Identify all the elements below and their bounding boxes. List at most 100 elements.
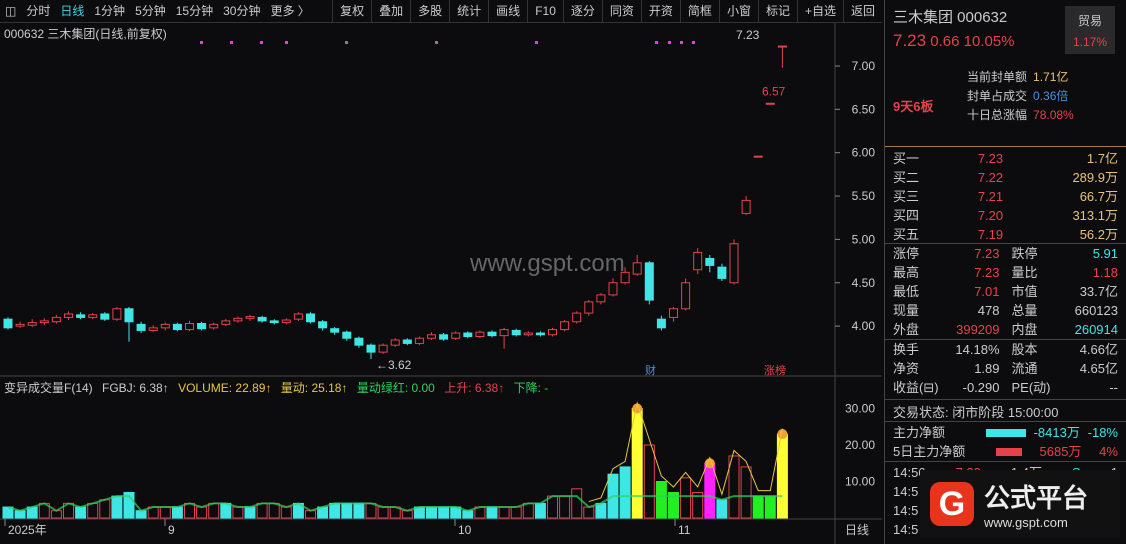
bid-row[interactable]: 买五 7.19 56.2万 <box>885 225 1126 244</box>
flow-label: 5日主力净额 <box>893 444 966 459</box>
bid-label: 买四 <box>893 208 920 223</box>
toolbar-button-11[interactable]: 标记 <box>757 0 797 22</box>
candle <box>221 319 231 327</box>
candle <box>632 255 642 276</box>
tab-6[interactable]: 更多 〉 <box>270 4 310 18</box>
logo-g-icon: G <box>930 482 974 526</box>
stat-cell: 478 <box>977 303 1000 318</box>
volume-bar <box>426 506 437 519</box>
bid-row[interactable]: 买四 7.20 313.1万 <box>885 206 1126 225</box>
indicator-header: 变异成交量F(14) FGBJ: 6.38↑ VOLUME: 22.89↑ 量动… <box>4 379 554 396</box>
price: 7.23 <box>893 31 927 50</box>
chart-title: 000632 三木集团(日线,前复权) <box>4 27 167 41</box>
candle <box>209 322 219 330</box>
volume-tick-label: 10.00 <box>845 475 875 489</box>
stat-cell: 最低 <box>893 284 920 299</box>
toolbar-button-0[interactable]: 复权 <box>332 0 371 22</box>
toolbar-button-2[interactable]: 多股 <box>410 0 449 22</box>
candle <box>197 321 207 331</box>
stat-cell: PE(动) <box>1011 380 1051 395</box>
stat-cell: 5.91 <box>1092 246 1118 261</box>
ldlh-value: 量动绿红: 0.00 <box>356 381 435 395</box>
candle <box>693 248 703 275</box>
volume-bar <box>14 510 26 519</box>
high-label: 7.23 <box>736 28 760 42</box>
candle <box>88 313 98 320</box>
toolbar-button-1[interactable]: 叠加 <box>371 0 410 22</box>
tick-row: 14:5 <box>885 520 1126 539</box>
candle <box>681 278 691 311</box>
period-label[interactable]: 日线 <box>845 523 869 537</box>
watermark: www.gspt.com <box>470 250 625 277</box>
finance-marker[interactable]: 财 <box>645 363 656 377</box>
limit-marker[interactable]: 涨榜 <box>764 363 786 377</box>
stat-cell: 流通 <box>1011 361 1038 376</box>
volume-bar <box>643 444 655 519</box>
sector-pct: 1.17% <box>1072 35 1108 49</box>
bid-price: 7.21 <box>977 189 1004 204</box>
bid-price: 7.23 <box>977 151 1004 166</box>
stat-cell: 现量 <box>893 303 920 318</box>
indicator-name[interactable]: 变异成交量F(14) <box>4 381 93 395</box>
fgbj-value: FGBJ: 6.38↑ <box>102 381 169 395</box>
candle <box>3 317 13 330</box>
tab-0[interactable]: 分时 <box>26 4 51 18</box>
sector-button[interactable]: 贸易 1.17% <box>1065 6 1115 54</box>
tab-1[interactable]: 日线 <box>60 4 85 18</box>
tab-2[interactable]: 1分钟 <box>94 4 126 18</box>
candle <box>245 314 255 321</box>
price-tick-label: 7.00 <box>852 59 876 73</box>
candle <box>306 312 315 324</box>
toolbar-button-7[interactable]: 同资 <box>601 0 641 22</box>
flow-value: -8413万 <box>1033 425 1080 440</box>
stat-row: 换手 14.18% 股本 4.66亿 <box>885 340 1126 359</box>
tab-5[interactable]: 30分钟 <box>223 4 261 18</box>
candle <box>185 320 194 332</box>
candle <box>729 239 739 285</box>
candle <box>608 278 618 297</box>
toolbar-button-5[interactable]: F10 <box>527 0 563 22</box>
bid-row[interactable]: 买三 7.21 66.7万 <box>885 187 1126 206</box>
flow-pct: 4% <box>1099 444 1118 459</box>
date-tick: 10 <box>458 523 472 537</box>
bid-row[interactable]: 买二 7.22 289.9万 <box>885 168 1126 187</box>
price-tick-label: 6.00 <box>852 146 876 160</box>
toolbar-button-8[interactable]: 开资 <box>640 0 680 22</box>
candle <box>451 331 461 340</box>
bid-label: 买一 <box>893 151 920 166</box>
candle <box>560 320 570 332</box>
volume-bar <box>534 502 546 519</box>
toolbar-button-12[interactable]: +自选 <box>796 0 843 22</box>
toolbar-button-4[interactable]: 画线 <box>488 0 527 22</box>
volume-bar <box>716 499 728 519</box>
stat-cell: 跌停 <box>1011 246 1038 261</box>
candle <box>753 155 763 158</box>
tick-cell: 14:5 <box>893 503 919 518</box>
stat-cell: 外盘 <box>893 322 920 337</box>
stat-cell: 总量 <box>1011 303 1038 318</box>
toolbar-button-10[interactable]: 小窗 <box>718 0 758 22</box>
bid-row[interactable]: 买一 7.23 1.7亿 <box>885 149 1126 168</box>
toolbar-button-9[interactable]: 简框 <box>679 0 719 22</box>
candle <box>390 338 400 347</box>
bid-price: 7.22 <box>977 170 1004 185</box>
low-label: ←3.62 <box>376 358 412 372</box>
seal-key: 封单占成交 <box>967 89 1028 103</box>
stat-cell: 量比 <box>1011 265 1038 280</box>
volume-tick-label: 20.00 <box>845 438 875 452</box>
signal-icon <box>777 429 788 440</box>
volume-bar <box>619 466 631 519</box>
candle <box>499 327 509 349</box>
kline-chart[interactable]: 7.00 6.50 6.00 5.50 5.00 4.50 4.00 7.23 6.57 ←3.6… <box>0 22 882 544</box>
candle <box>39 318 49 326</box>
volume-bar <box>571 488 583 519</box>
tab-4[interactable]: 15分钟 <box>175 4 214 18</box>
toolbar-button-13[interactable]: 返回 <box>842 0 882 22</box>
toolbar-button-3[interactable]: 统计 <box>449 0 488 22</box>
tab-3[interactable]: 5分钟 <box>135 4 166 18</box>
toolbar-button-6[interactable]: 逐分 <box>562 0 602 22</box>
panel-toggle-icon[interactable]: ◫ <box>5 4 17 18</box>
stat-cell: 涨停 <box>893 246 920 261</box>
candle <box>354 336 364 348</box>
volume-bar <box>595 502 607 519</box>
